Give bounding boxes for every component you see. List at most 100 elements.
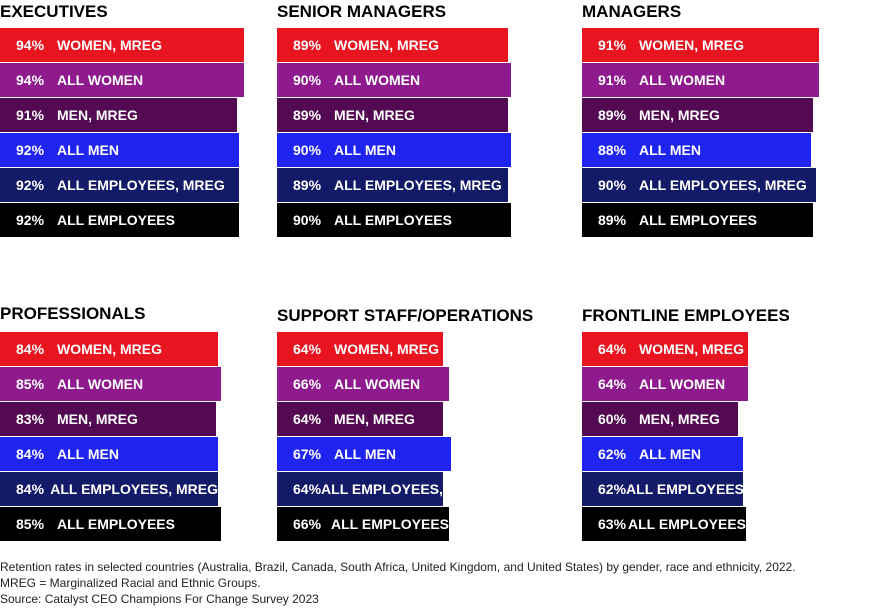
- bar: 91% WOMEN, MREG: [582, 28, 819, 62]
- bar-label: ALL MEN: [334, 142, 396, 158]
- bar-value: 94%: [16, 72, 45, 88]
- bar: 90% ALL EMPLOYEES, MREG: [582, 168, 816, 202]
- bar-label: WOMEN, MREG: [639, 37, 744, 53]
- panel-title: MANAGERS: [582, 2, 682, 21]
- bar: 90% ALL EMPLOYEES: [277, 203, 511, 237]
- footnote-description: Retention rates in selected countries (A…: [0, 560, 796, 574]
- bar: 92% ALL EMPLOYEES: [0, 203, 239, 237]
- bar-value: 64%: [293, 411, 322, 427]
- bar-label: WOMEN, MREG: [57, 37, 162, 53]
- bar: 64% MEN, MREG: [277, 402, 443, 436]
- bar: 62% ALL EMPLOYEES, MREG: [582, 472, 794, 506]
- bar-label: ALL EMPLOYEES: [57, 212, 175, 228]
- bar-label: ALL EMPLOYEES: [57, 516, 175, 532]
- bar-label: ALL WOMEN: [57, 376, 144, 392]
- bar-value: 62%: [598, 481, 627, 497]
- bar-label: WOMEN, MREG: [639, 341, 744, 357]
- bar-label: WOMEN, MREG: [57, 341, 162, 357]
- bar-label: MEN, MREG: [639, 107, 720, 123]
- bar-label: ALL EMPLOYEES: [628, 516, 746, 532]
- bar-label: ALL EMPLOYEES, MREG: [321, 481, 489, 497]
- bar: 91% ALL WOMEN: [582, 63, 819, 97]
- bar-label: MEN, MREG: [334, 411, 415, 427]
- bar-value: 64%: [293, 481, 322, 497]
- bar: 89% ALL EMPLOYEES, MREG: [277, 168, 508, 202]
- bar-label: WOMEN, MREG: [334, 341, 439, 357]
- bar: 64% ALL WOMEN: [582, 367, 748, 401]
- bar-label: ALL EMPLOYEES, MREG: [639, 177, 807, 193]
- bar: 66% ALL EMPLOYEES: [277, 507, 449, 541]
- bar: 84% ALL EMPLOYEES, MREG: [0, 472, 218, 506]
- bar: 67% ALL MEN: [277, 437, 451, 471]
- bar: 64% ALL EMPLOYEES, MREG: [277, 472, 489, 506]
- bar: 64% WOMEN, MREG: [582, 332, 748, 366]
- bar-value: 83%: [16, 411, 45, 427]
- bar-label: ALL WOMEN: [639, 376, 726, 392]
- panel-title: PROFESSIONALS: [0, 304, 146, 323]
- bar-value: 90%: [293, 212, 322, 228]
- bar-value: 84%: [16, 446, 45, 462]
- bar-value: 60%: [598, 411, 627, 427]
- bar-value: 67%: [293, 446, 322, 462]
- panel-title: SUPPORT STAFF/OPERATIONS: [277, 306, 534, 325]
- bar: 89% MEN, MREG: [277, 98, 508, 132]
- bar: 84% WOMEN, MREG: [0, 332, 218, 366]
- bar-value: 89%: [598, 212, 627, 228]
- bar: 92% ALL MEN: [0, 133, 239, 167]
- bar-value: 90%: [293, 72, 322, 88]
- panel-title: SENIOR MANAGERS: [277, 2, 447, 21]
- bar-label: ALL EMPLOYEES: [334, 212, 452, 228]
- bar-value: 89%: [598, 107, 627, 123]
- bar-label: ALL EMPLOYEES, MREG: [50, 481, 218, 497]
- bar: 84% ALL MEN: [0, 437, 218, 471]
- bar-label: ALL MEN: [334, 446, 396, 462]
- bar-value: 89%: [293, 37, 322, 53]
- bar-label: MEN, MREG: [334, 107, 415, 123]
- bar: 90% ALL MEN: [277, 133, 511, 167]
- bar: 89% ALL EMPLOYEES: [582, 203, 813, 237]
- bar-value: 89%: [293, 177, 322, 193]
- bar-value: 92%: [16, 177, 45, 193]
- bar: 89% WOMEN, MREG: [277, 28, 508, 62]
- footnote-source: Source: Catalyst CEO Champions For Chang…: [0, 592, 319, 606]
- bar-label: ALL MEN: [639, 142, 701, 158]
- bar-label: ALL WOMEN: [639, 72, 726, 88]
- bar: 66% ALL WOMEN: [277, 367, 449, 401]
- bar-label: WOMEN, MREG: [334, 37, 439, 53]
- bar-label: ALL MEN: [639, 446, 701, 462]
- bar-value: 94%: [16, 37, 45, 53]
- bar: 94% WOMEN, MREG: [0, 28, 244, 62]
- bar-value: 66%: [293, 516, 322, 532]
- bar-label: ALL EMPLOYEES, MREG: [334, 177, 502, 193]
- bar-value: 63%: [598, 516, 627, 532]
- bar-value: 88%: [598, 142, 627, 158]
- bar-value: 85%: [16, 376, 45, 392]
- bar-label: ALL MEN: [57, 142, 119, 158]
- bar: 64% WOMEN, MREG: [277, 332, 443, 366]
- bar: 63% ALL EMPLOYEES: [582, 507, 746, 541]
- bar: 94% ALL WOMEN: [0, 63, 244, 97]
- bar: 91% MEN, MREG: [0, 98, 237, 132]
- bar-value: 64%: [293, 341, 322, 357]
- bar-value: 89%: [293, 107, 322, 123]
- bar-value: 64%: [598, 341, 627, 357]
- bar-label: ALL EMPLOYEES, MREG: [57, 177, 225, 193]
- panel-title: FRONTLINE EMPLOYEES: [582, 306, 790, 325]
- bar-value: 85%: [16, 516, 45, 532]
- bar: 85% ALL EMPLOYEES: [0, 507, 221, 541]
- bar-label: ALL WOMEN: [57, 72, 144, 88]
- bar-label: ALL WOMEN: [334, 72, 421, 88]
- footnote: Retention rates in selected countries (A…: [0, 559, 880, 607]
- bar: 60% MEN, MREG: [582, 402, 738, 436]
- bar-label: ALL MEN: [57, 446, 119, 462]
- bar-value: 64%: [598, 376, 627, 392]
- bar-label: MEN, MREG: [57, 107, 138, 123]
- bar-label: ALL EMPLOYEES: [331, 516, 449, 532]
- bar-value: 91%: [598, 72, 627, 88]
- bar-value: 92%: [16, 142, 45, 158]
- bar: 90% ALL WOMEN: [277, 63, 511, 97]
- bar: 88% ALL MEN: [582, 133, 811, 167]
- bar-value: 62%: [598, 446, 627, 462]
- bar-value: 90%: [598, 177, 627, 193]
- bar-label: MEN, MREG: [57, 411, 138, 427]
